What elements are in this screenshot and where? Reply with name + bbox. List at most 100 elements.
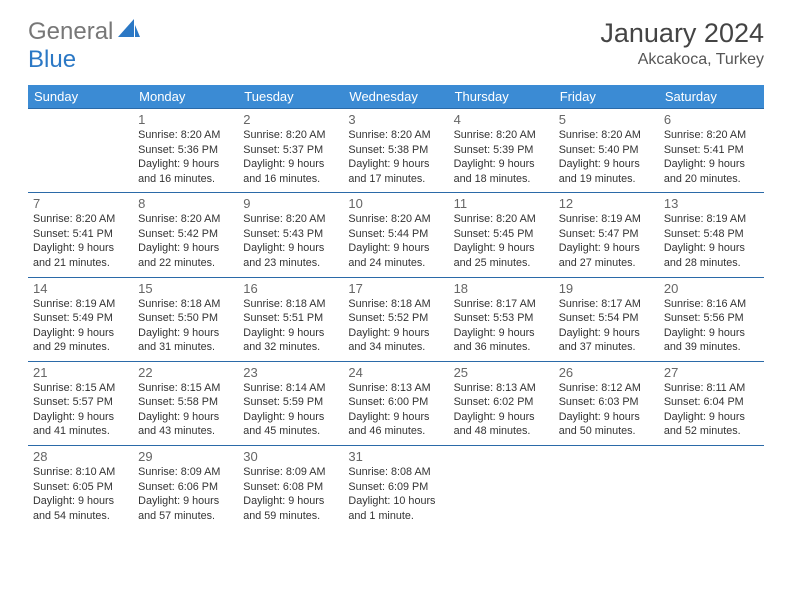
calendar-day-cell: 8Sunrise: 8:20 AMSunset: 5:42 PMDaylight…	[133, 193, 238, 277]
calendar-day-cell: 11Sunrise: 8:20 AMSunset: 5:45 PMDayligh…	[449, 193, 554, 277]
calendar-day-cell: 9Sunrise: 8:20 AMSunset: 5:43 PMDaylight…	[238, 193, 343, 277]
day-info: Sunrise: 8:18 AMSunset: 5:51 PMDaylight:…	[243, 297, 338, 355]
calendar-empty-cell	[554, 446, 659, 530]
calendar-week-row: 14Sunrise: 8:19 AMSunset: 5:49 PMDayligh…	[28, 277, 764, 361]
day-number: 13	[664, 196, 759, 211]
day-number: 27	[664, 365, 759, 380]
day-info: Sunrise: 8:20 AMSunset: 5:45 PMDaylight:…	[454, 212, 549, 270]
day-info: Sunrise: 8:17 AMSunset: 5:54 PMDaylight:…	[559, 297, 654, 355]
day-info: Sunrise: 8:20 AMSunset: 5:38 PMDaylight:…	[348, 128, 443, 186]
weekday-header: Sunday	[28, 85, 133, 109]
day-number: 5	[559, 112, 654, 127]
calendar-day-cell: 18Sunrise: 8:17 AMSunset: 5:53 PMDayligh…	[449, 277, 554, 361]
weekday-header: Friday	[554, 85, 659, 109]
calendar-day-cell: 3Sunrise: 8:20 AMSunset: 5:38 PMDaylight…	[343, 109, 448, 193]
day-info: Sunrise: 8:20 AMSunset: 5:41 PMDaylight:…	[33, 212, 128, 270]
day-number: 17	[348, 281, 443, 296]
calendar-day-cell: 5Sunrise: 8:20 AMSunset: 5:40 PMDaylight…	[554, 109, 659, 193]
day-number: 18	[454, 281, 549, 296]
day-info: Sunrise: 8:18 AMSunset: 5:52 PMDaylight:…	[348, 297, 443, 355]
day-info: Sunrise: 8:17 AMSunset: 5:53 PMDaylight:…	[454, 297, 549, 355]
day-info: Sunrise: 8:20 AMSunset: 5:37 PMDaylight:…	[243, 128, 338, 186]
calendar-day-cell: 1Sunrise: 8:20 AMSunset: 5:36 PMDaylight…	[133, 109, 238, 193]
day-number: 21	[33, 365, 128, 380]
header: General January 2024 Akcakoca, Turkey	[0, 0, 792, 77]
day-number: 16	[243, 281, 338, 296]
weekday-header: Thursday	[449, 85, 554, 109]
day-info: Sunrise: 8:20 AMSunset: 5:36 PMDaylight:…	[138, 128, 233, 186]
day-info: Sunrise: 8:20 AMSunset: 5:39 PMDaylight:…	[454, 128, 549, 186]
calendar-table: SundayMondayTuesdayWednesdayThursdayFrid…	[28, 85, 764, 529]
day-number: 1	[138, 112, 233, 127]
day-number: 10	[348, 196, 443, 211]
calendar-day-cell: 4Sunrise: 8:20 AMSunset: 5:39 PMDaylight…	[449, 109, 554, 193]
logo: General	[28, 18, 142, 46]
month-title: January 2024	[600, 18, 764, 49]
calendar-day-cell: 7Sunrise: 8:20 AMSunset: 5:41 PMDaylight…	[28, 193, 133, 277]
day-info: Sunrise: 8:16 AMSunset: 5:56 PMDaylight:…	[664, 297, 759, 355]
day-number: 8	[138, 196, 233, 211]
day-info: Sunrise: 8:19 AMSunset: 5:49 PMDaylight:…	[33, 297, 128, 355]
day-number: 24	[348, 365, 443, 380]
calendar-week-row: 1Sunrise: 8:20 AMSunset: 5:36 PMDaylight…	[28, 109, 764, 193]
day-info: Sunrise: 8:13 AMSunset: 6:02 PMDaylight:…	[454, 381, 549, 439]
logo-text-general: General	[28, 18, 113, 46]
day-info: Sunrise: 8:20 AMSunset: 5:41 PMDaylight:…	[664, 128, 759, 186]
day-number: 30	[243, 449, 338, 464]
day-number: 4	[454, 112, 549, 127]
day-number: 28	[33, 449, 128, 464]
calendar-week-row: 7Sunrise: 8:20 AMSunset: 5:41 PMDaylight…	[28, 193, 764, 277]
day-number: 23	[243, 365, 338, 380]
calendar-day-cell: 10Sunrise: 8:20 AMSunset: 5:44 PMDayligh…	[343, 193, 448, 277]
weekday-row: SundayMondayTuesdayWednesdayThursdayFrid…	[28, 85, 764, 109]
calendar-day-cell: 24Sunrise: 8:13 AMSunset: 6:00 PMDayligh…	[343, 361, 448, 445]
calendar-day-cell: 17Sunrise: 8:18 AMSunset: 5:52 PMDayligh…	[343, 277, 448, 361]
calendar-day-cell: 22Sunrise: 8:15 AMSunset: 5:58 PMDayligh…	[133, 361, 238, 445]
day-info: Sunrise: 8:20 AMSunset: 5:44 PMDaylight:…	[348, 212, 443, 270]
logo-sail-icon	[118, 19, 140, 44]
calendar-day-cell: 27Sunrise: 8:11 AMSunset: 6:04 PMDayligh…	[659, 361, 764, 445]
calendar-day-cell: 19Sunrise: 8:17 AMSunset: 5:54 PMDayligh…	[554, 277, 659, 361]
day-number: 25	[454, 365, 549, 380]
day-number: 26	[559, 365, 654, 380]
day-info: Sunrise: 8:20 AMSunset: 5:43 PMDaylight:…	[243, 212, 338, 270]
calendar-day-cell: 28Sunrise: 8:10 AMSunset: 6:05 PMDayligh…	[28, 446, 133, 530]
day-info: Sunrise: 8:20 AMSunset: 5:40 PMDaylight:…	[559, 128, 654, 186]
day-number: 14	[33, 281, 128, 296]
weekday-header: Wednesday	[343, 85, 448, 109]
calendar-empty-cell	[659, 446, 764, 530]
day-info: Sunrise: 8:15 AMSunset: 5:57 PMDaylight:…	[33, 381, 128, 439]
calendar-week-row: 21Sunrise: 8:15 AMSunset: 5:57 PMDayligh…	[28, 361, 764, 445]
calendar-body: 1Sunrise: 8:20 AMSunset: 5:36 PMDaylight…	[28, 109, 764, 530]
day-info: Sunrise: 8:12 AMSunset: 6:03 PMDaylight:…	[559, 381, 654, 439]
day-number: 7	[33, 196, 128, 211]
day-info: Sunrise: 8:18 AMSunset: 5:50 PMDaylight:…	[138, 297, 233, 355]
calendar-day-cell: 16Sunrise: 8:18 AMSunset: 5:51 PMDayligh…	[238, 277, 343, 361]
day-number: 3	[348, 112, 443, 127]
day-number: 20	[664, 281, 759, 296]
day-info: Sunrise: 8:08 AMSunset: 6:09 PMDaylight:…	[348, 465, 443, 523]
day-info: Sunrise: 8:09 AMSunset: 6:08 PMDaylight:…	[243, 465, 338, 523]
calendar-day-cell: 6Sunrise: 8:20 AMSunset: 5:41 PMDaylight…	[659, 109, 764, 193]
location-label: Akcakoca, Turkey	[600, 51, 764, 69]
day-number: 22	[138, 365, 233, 380]
day-info: Sunrise: 8:09 AMSunset: 6:06 PMDaylight:…	[138, 465, 233, 523]
day-number: 6	[664, 112, 759, 127]
day-number: 12	[559, 196, 654, 211]
calendar-day-cell: 21Sunrise: 8:15 AMSunset: 5:57 PMDayligh…	[28, 361, 133, 445]
weekday-header: Saturday	[659, 85, 764, 109]
calendar-day-cell: 15Sunrise: 8:18 AMSunset: 5:50 PMDayligh…	[133, 277, 238, 361]
day-number: 19	[559, 281, 654, 296]
day-info: Sunrise: 8:19 AMSunset: 5:47 PMDaylight:…	[559, 212, 654, 270]
day-number: 9	[243, 196, 338, 211]
day-info: Sunrise: 8:10 AMSunset: 6:05 PMDaylight:…	[33, 465, 128, 523]
day-info: Sunrise: 8:14 AMSunset: 5:59 PMDaylight:…	[243, 381, 338, 439]
calendar-day-cell: 12Sunrise: 8:19 AMSunset: 5:47 PMDayligh…	[554, 193, 659, 277]
calendar-week-row: 28Sunrise: 8:10 AMSunset: 6:05 PMDayligh…	[28, 446, 764, 530]
calendar-day-cell: 30Sunrise: 8:09 AMSunset: 6:08 PMDayligh…	[238, 446, 343, 530]
day-info: Sunrise: 8:19 AMSunset: 5:48 PMDaylight:…	[664, 212, 759, 270]
logo-text-blue: Blue	[28, 46, 76, 73]
day-info: Sunrise: 8:11 AMSunset: 6:04 PMDaylight:…	[664, 381, 759, 439]
logo-blue-row: Blue	[28, 46, 76, 74]
calendar-empty-cell	[28, 109, 133, 193]
